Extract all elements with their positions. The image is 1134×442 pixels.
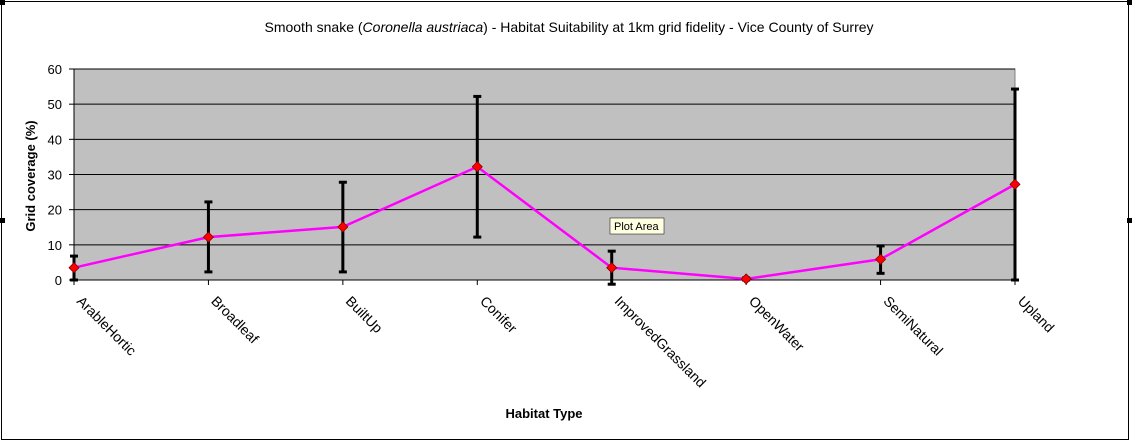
plot-area-tooltip-text: Plot Area [614,221,660,233]
y-tick-label: 20 [48,203,62,218]
data-point-marker [68,262,80,274]
y-axis-title: Grid coverage (%) [23,120,38,231]
selection-handle-left-middle[interactable] [0,218,5,223]
data-point-marker [337,221,349,233]
selection-handle-top-right[interactable] [1127,0,1132,5]
y-tick-label: 50 [48,97,62,112]
selection-handle-top-left[interactable] [0,0,5,5]
chart-title-part: Coronella austriaca [363,19,484,35]
chart-title: Smooth snake (Coronella austriaca) - Hab… [264,19,873,35]
y-tick-label: 10 [48,238,62,253]
data-point-marker [875,253,887,265]
y-tick-label: 30 [48,168,62,183]
y-tick-label: 0 [55,273,62,288]
y-tick-label: 60 [48,62,62,77]
plot-area-tooltip-box [609,217,665,235]
x-axis-title: Habitat Type [505,406,582,421]
selection-handle-right-middle[interactable] [1127,218,1132,223]
y-tick-label: 40 [48,132,62,147]
chart-title-part: Smooth snake ( [264,19,362,35]
plot-area-tooltip: Plot Area [609,217,665,235]
data-point-marker [202,231,214,243]
data-point-marker [1009,178,1021,190]
data-point-marker [740,273,752,285]
data-point-marker [606,262,618,274]
series-line [73,165,1016,281]
chart-title-part: ) - Habitat Suitability at 1km grid fide… [483,19,873,35]
data-point-marker [471,161,483,173]
